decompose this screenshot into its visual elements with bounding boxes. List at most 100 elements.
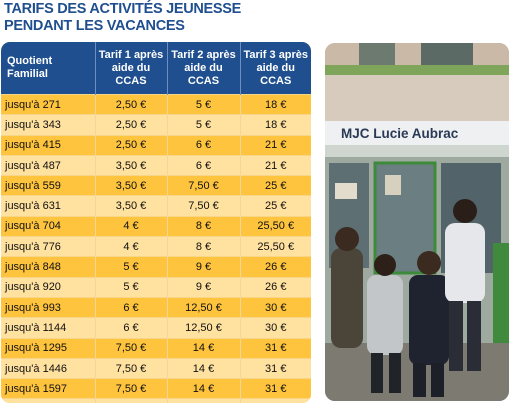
table-row: jusqu'à 1597 7,50 €14 €31 € [1,378,311,399]
cell-quotient: jusqu'à 1295 [1,337,95,359]
header-quotient-familial: Quotient Familial [1,42,95,95]
cell-tarif-2: 7,50 € [166,175,240,196]
group-of-youths [331,199,485,397]
header-tarif-2: Tarif 2 après aide du CCAS [166,42,240,95]
table-row: jusqu'à 559 3,50 €7,50 €25 € [1,175,311,196]
cell-tarif-1: 2,50 € [94,134,167,156]
cell-quotient: jusqu'à 993 [1,296,95,318]
cell-tarif-2: 7,50 € [166,195,240,217]
tariff-table-container: Quotient Familial Tarif 1 après aide du … [1,42,311,403]
building-photo: MJC Lucie Aubrac [325,43,509,401]
cell-tarif-1: 5 € [94,256,167,278]
cell-quotient: jusqu'à 487 [1,154,95,176]
cell-tarif-2: 14 € [166,378,240,399]
cell-quotient: jusqu'à 415 [1,134,95,156]
cell-tarif-1: 2,50 € [94,114,167,136]
cell-tarif-3: 21 € [239,134,311,156]
cell-quotient: jusqu'à 704 [1,215,95,237]
cell-tarif-3: 31 € [239,337,311,359]
cell-quotient: jusqu'à 1597 [1,378,95,399]
cell-tarif-1: 7,50 € [94,378,167,399]
cell-tarif-3: 18 € [239,93,311,115]
cell-tarif-3: 21 € [239,154,311,176]
cell-tarif-1: 5 € [94,276,167,298]
cell-tarif-1: 7,50 € [94,357,167,379]
cell-tarif-3: 30 € [239,317,311,339]
cell-quotient: 1598 et plus [1,398,95,403]
cell-tarif-3: 25 € [239,175,311,196]
window-upper-right [421,43,473,65]
cell-tarif-1: 6 € [94,317,167,339]
table-row: jusqu'à 1295 7,50 €14 €31 € [1,337,311,359]
cell-tarif-3: 26 € [239,256,311,278]
table-row: jusqu'à 487 3,50 €6 €21 € [1,154,311,176]
cell-tarif-1: 3,50 € [94,195,167,217]
cell-tarif-3: 25 € [239,195,311,217]
cell-tarif-1: 6 € [94,296,167,318]
cell-tarif-3: 25,50 € [239,215,311,237]
cell-tarif-2: 9 € [166,276,240,298]
table-row: jusqu'à 343 2,50 €5 €18 € [1,114,311,136]
header-tarif-3: Tarif 3 après aide du CCAS [239,42,311,95]
table-row: jusqu'à 415 2,50 €6 €21 € [1,134,311,156]
cell-tarif-2: 6 € [166,134,240,156]
sign-board [325,121,509,145]
cell-quotient: jusqu'à 271 [1,93,95,115]
cell-tarif-3: 31 € [239,398,311,403]
poster-left [335,183,357,199]
cell-tarif-1: 7,50 € [94,398,167,403]
cell-tarif-1: 3,50 € [94,175,167,196]
header-tarif-1: Tarif 1 après aide du CCAS [94,42,167,95]
poster [385,175,401,195]
canopy [325,145,509,157]
tariff-table: Quotient Familial Tarif 1 après aide du … [1,42,311,403]
cell-tarif-2: 5 € [166,93,240,115]
table-header-row: Quotient Familial Tarif 1 après aide du … [1,42,311,95]
cell-tarif-3: 25,50 € [239,236,311,257]
cell-quotient: jusqu'à 631 [1,195,95,217]
cell-quotient: jusqu'à 776 [1,236,95,257]
cell-tarif-1: 4 € [94,236,167,257]
photo-illustration: MJC Lucie Aubrac [325,43,509,401]
cell-tarif-3: 18 € [239,114,311,136]
cell-tarif-2: 12,50 € [166,296,240,318]
cell-tarif-2: 8 € [166,236,240,257]
table-row: jusqu'à 993 6 €12,50 €30 € [1,296,311,318]
table-row: jusqu'à 1144 6 €12,50 €30 € [1,317,311,339]
cell-tarif-2: 5 € [166,114,240,136]
cell-quotient: jusqu'à 1446 [1,357,95,379]
cell-tarif-2: 14 € [166,337,240,359]
cell-quotient: jusqu'à 920 [1,276,95,298]
page-title: TARIFS DES ACTIVITÉS JEUNESSE PENDANT LE… [4,1,241,35]
table-row: jusqu'à 920 5 €9 €26 € [1,276,311,298]
cell-tarif-2: 9 € [166,256,240,278]
cell-tarif-1: 2,50 € [94,93,167,115]
cell-tarif-2: 12,50 € [166,317,240,339]
green-rail [325,65,509,75]
title-line-1: TARIFS DES ACTIVITÉS JEUNESSE [4,1,242,17]
cell-quotient: jusqu'à 1144 [1,317,95,339]
cell-tarif-3: 30 € [239,296,311,318]
handrail [493,243,509,373]
cell-tarif-1: 4 € [94,215,167,237]
table-row: jusqu'à 776 4 €8 €25,50 € [1,236,311,257]
cell-tarif-1: 3,50 € [94,154,167,176]
cell-tarif-3: 26 € [239,276,311,298]
facade-band [325,75,509,121]
table-row: 1598 et plus7,50 €14 €31 € [1,398,311,403]
table-row: jusqu'à 704 4 €8 €25,50 € [1,215,311,237]
sign-text: MJC Lucie Aubrac [341,126,459,141]
cell-tarif-3: 31 € [239,378,311,399]
title-line-2: PENDANT LES VACANCES [4,18,185,34]
cell-tarif-1: 7,50 € [94,337,167,359]
cell-quotient: jusqu'à 559 [1,175,95,196]
cell-tarif-2: 6 € [166,154,240,176]
cell-tarif-2: 14 € [166,357,240,379]
table-row: jusqu'à 848 5 €9 €26 € [1,256,311,278]
cell-tarif-3: 31 € [239,357,311,379]
cell-tarif-2: 8 € [166,215,240,237]
window-upper-left [359,43,395,65]
table-row: jusqu'à 1446 7,50 €14 €31 € [1,357,311,379]
cell-tarif-2: 14 € [166,398,240,403]
table-row: jusqu'à 271 2,50 €5 €18 € [1,93,311,115]
